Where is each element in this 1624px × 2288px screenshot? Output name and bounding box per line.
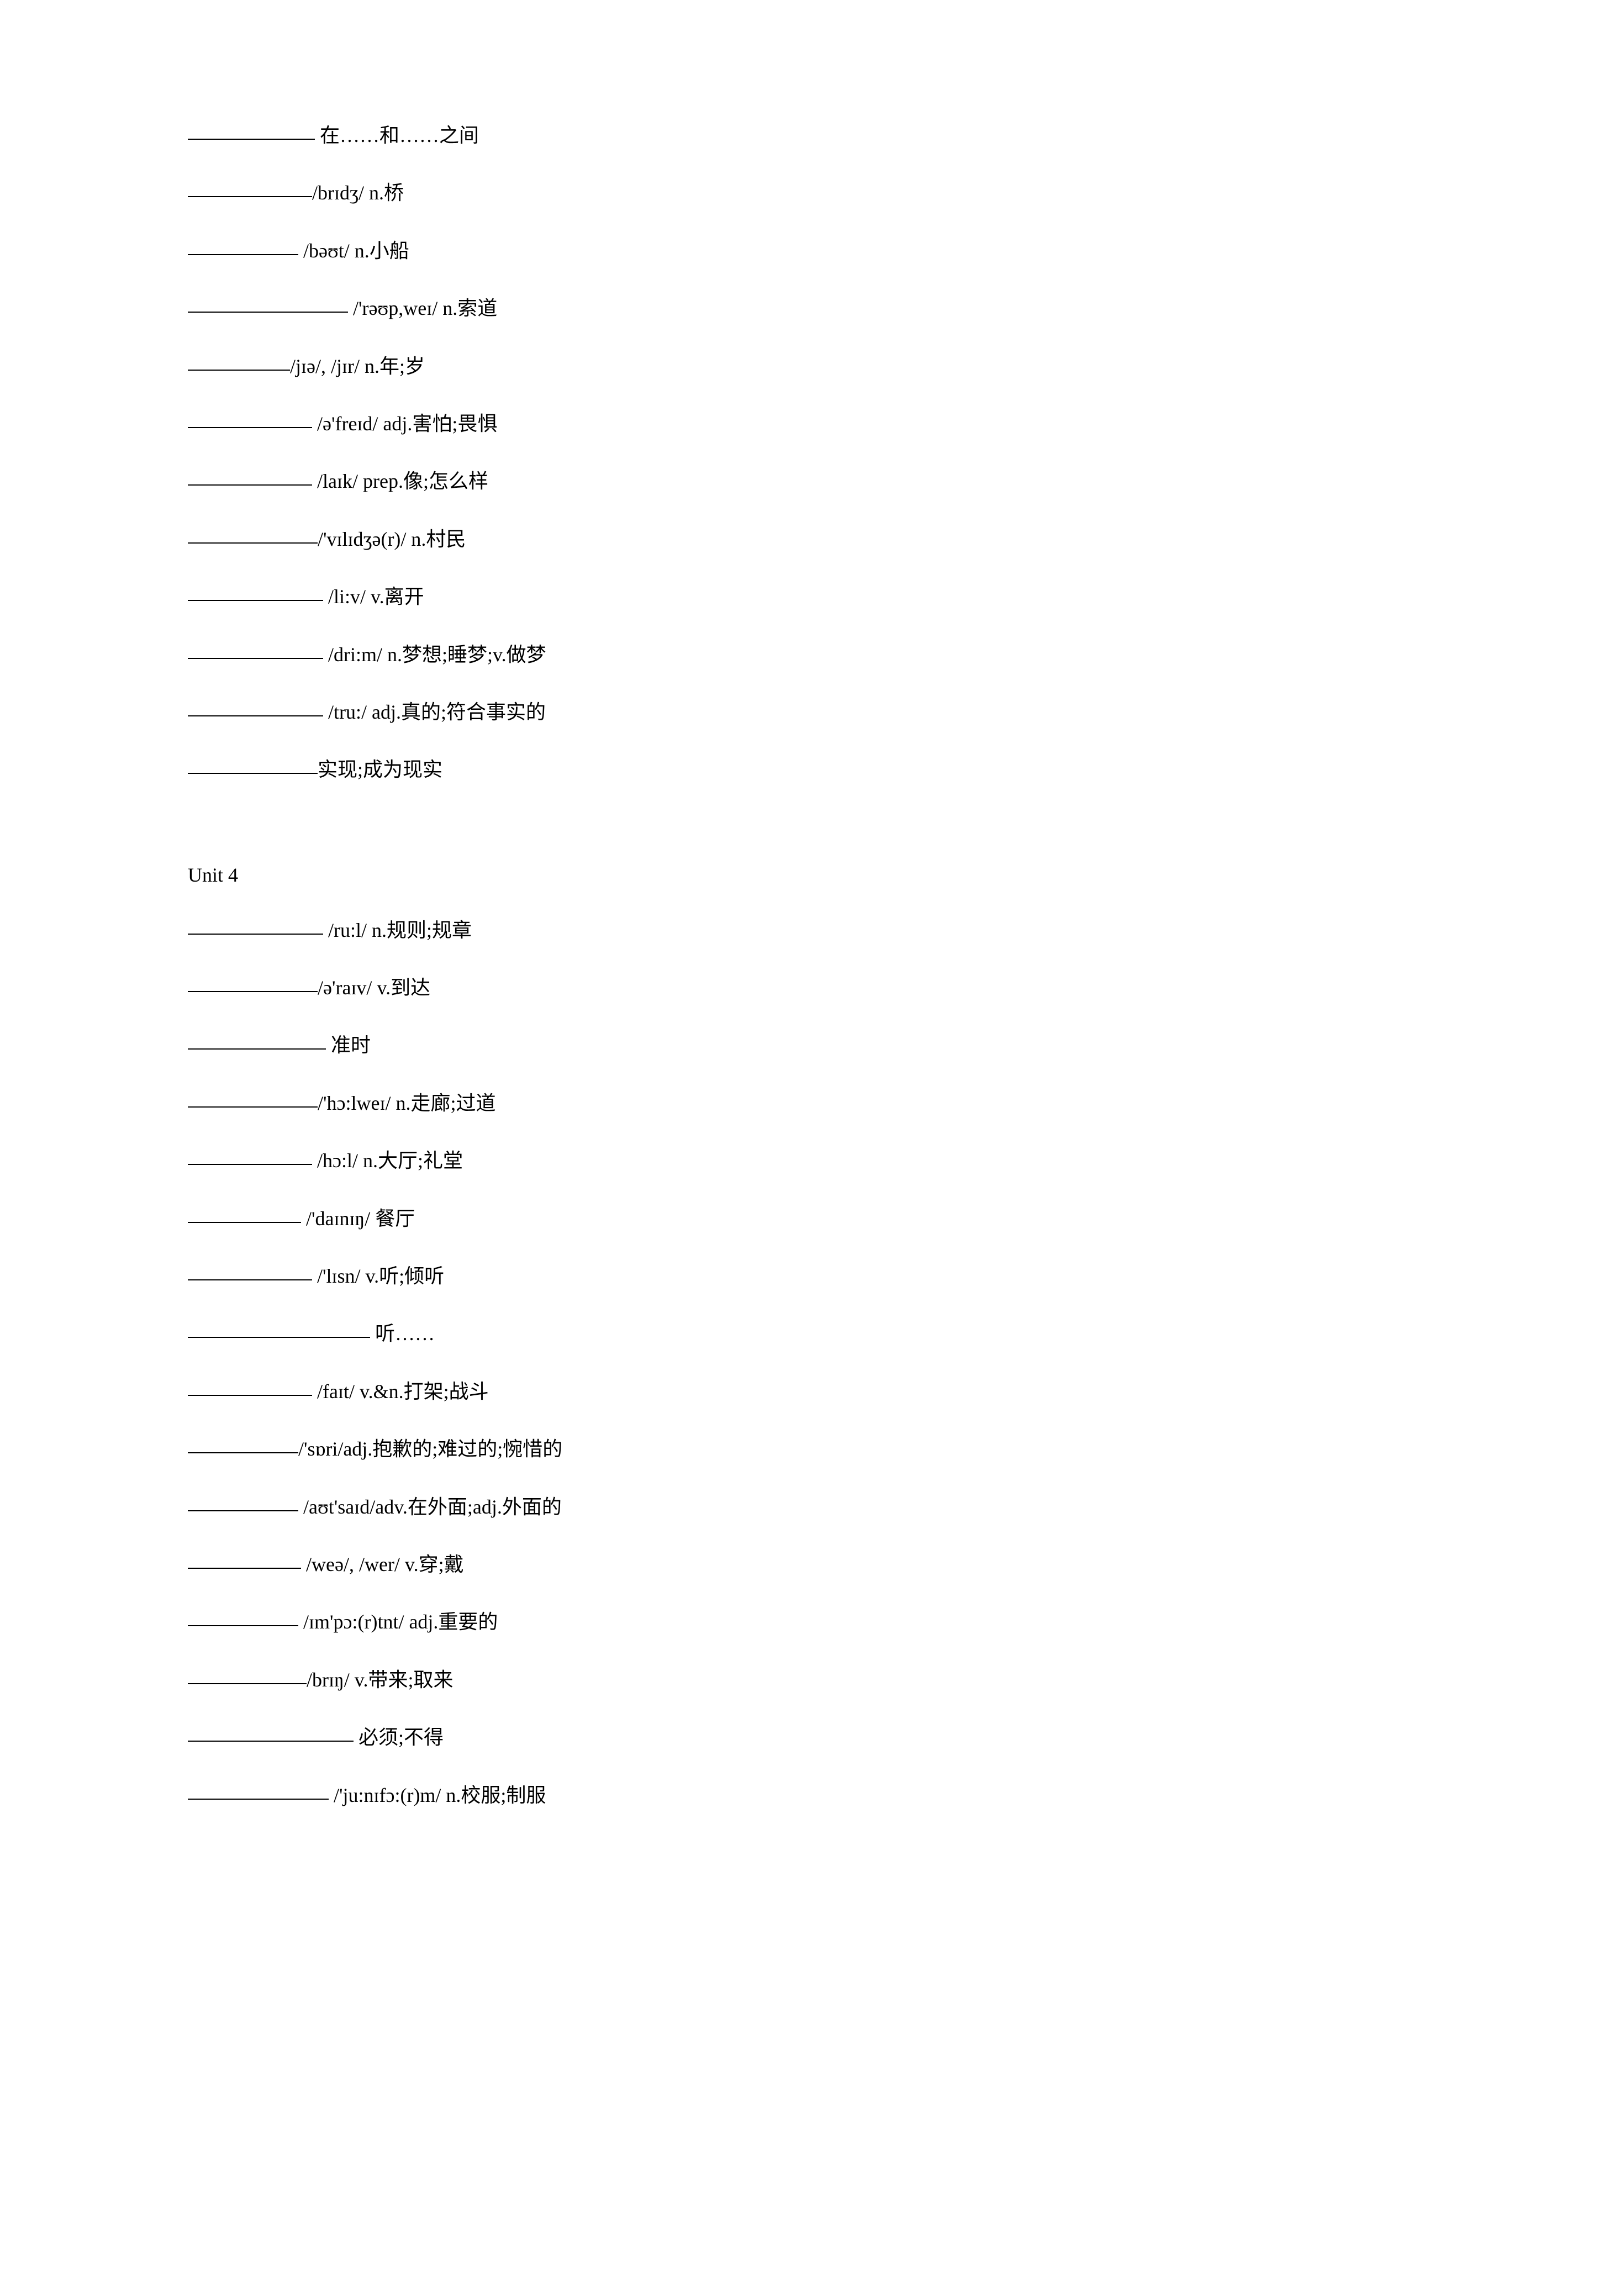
fill-blank: [188, 1722, 354, 1742]
fill-blank: [188, 408, 312, 428]
vocab-entry: /'rəʊp,weɪ/ n.索道: [188, 294, 1436, 322]
fill-blank: [188, 1549, 301, 1569]
unit-heading: Unit 4: [188, 863, 1436, 887]
vocab-entry: 在……和……之间: [188, 122, 1436, 149]
fill-blank: [188, 1261, 312, 1280]
entry-text: 听……: [370, 1322, 435, 1345]
fill-blank: [188, 1145, 312, 1165]
vocab-entry: /'daɪnɪŋ/ 餐厅: [188, 1205, 1436, 1232]
fill-blank: [188, 581, 323, 601]
vocab-entry: /ə'raɪv/ v.到达: [188, 974, 1436, 1001]
entry-text: 实现;成为现实: [318, 758, 442, 781]
entry-text: /ə'raɪv/ v.到达: [318, 977, 430, 999]
fill-blank: [188, 1318, 370, 1338]
entry-text: /tru:/ adj.真的;符合事实的: [323, 701, 546, 723]
entry-text: /brɪdʒ/ n.桥: [312, 182, 404, 204]
vocab-entry: /ru:l/ n.规则;规章: [188, 916, 1436, 944]
entry-text: /weə/, /wer/ v.穿;戴: [301, 1553, 464, 1575]
fill-blank: [188, 1491, 298, 1511]
entry-text: /'sɒri/adj.抱歉的;难过的;惋惜的: [298, 1438, 562, 1460]
fill-blank: [188, 697, 323, 716]
fill-blank: [188, 1780, 329, 1800]
vocab-entry: /dri:m/ n.梦想;睡梦;v.做梦: [188, 641, 1436, 668]
fill-blank: [188, 1606, 298, 1626]
entry-text: 准时: [326, 1034, 371, 1056]
vocab-entry: /'lɪsn/ v.听;倾听: [188, 1262, 1436, 1290]
entry-text: /'hɔ:lweɪ/ n.走廊;过道: [318, 1092, 495, 1114]
vocab-entry: /'vɪlɪdʒə(r)/ n.村民: [188, 525, 1436, 553]
entry-text: /'daɪnɪŋ/ 餐厅: [301, 1208, 415, 1230]
fill-blank: [188, 915, 323, 935]
vocab-entry: /'hɔ:lweɪ/ n.走廊;过道: [188, 1089, 1436, 1117]
fill-blank: [188, 1664, 307, 1684]
vocab-entry: /brɪŋ/ v.带来;取来: [188, 1666, 1436, 1694]
entry-text: /hɔ:l/ n.大厅;礼堂: [312, 1150, 463, 1172]
entry-text: /dri:m/ n.梦想;睡梦;v.做梦: [323, 644, 546, 666]
vocab-entry: /ə'freɪd/ adj.害怕;畏惧: [188, 410, 1436, 437]
vocab-entry: /laɪk/ prep.像;怎么样: [188, 467, 1436, 495]
entry-text: /'ju:nɪfɔ:(r)m/ n.校服;制服: [329, 1784, 546, 1806]
fill-blank: [188, 1203, 301, 1223]
entry-text: /ə'freɪd/ adj.害怕;畏惧: [312, 413, 497, 435]
vocab-entry: /aʊt'saɪd/adv.在外面;adj.外面的: [188, 1493, 1436, 1521]
vocab-entry: /'ju:nɪfɔ:(r)m/ n.校服;制服: [188, 1781, 1436, 1809]
entry-text: /faɪt/ v.&n.打架;战斗: [312, 1380, 489, 1403]
vocabulary-section-1: 在……和……之间 /brɪdʒ/ n.桥 /bəʊt/ n.小船 /'rəʊp,…: [188, 122, 1436, 784]
vocab-entry: /faɪt/ v.&n.打架;战斗: [188, 1378, 1436, 1405]
fill-blank: [188, 972, 318, 992]
entry-text: /'vɪlɪdʒə(r)/ n.村民: [318, 528, 466, 550]
entry-text: /ru:l/ n.规则;规章: [323, 919, 472, 941]
vocab-entry: /tru:/ adj.真的;符合事实的: [188, 698, 1436, 726]
vocab-entry: /brɪdʒ/ n.桥: [188, 179, 1436, 207]
fill-blank: [188, 1376, 312, 1396]
fill-blank: [188, 754, 318, 774]
vocab-entry: 听……: [188, 1320, 1436, 1347]
fill-blank: [188, 466, 312, 486]
entry-text: /bəʊt/ n.小船: [298, 240, 409, 262]
entry-text: /'rəʊp,weɪ/ n.索道: [348, 297, 497, 319]
vocab-entry: 实现;成为现实: [188, 756, 1436, 783]
vocab-entry: 必须;不得: [188, 1723, 1436, 1751]
entry-text: 在……和……之间: [315, 124, 479, 146]
vocab-entry: /weə/, /wer/ v.穿;戴: [188, 1551, 1436, 1578]
vocab-entry: 准时: [188, 1031, 1436, 1059]
entry-text: /li:v/ v.离开: [323, 586, 424, 608]
entry-text: /jɪə/, /jɪr/ n.年;岁: [290, 355, 425, 377]
vocab-entry: /hɔ:l/ n.大厅;礼堂: [188, 1147, 1436, 1174]
fill-blank: [188, 1088, 318, 1108]
entry-text: /aʊt'saɪd/adv.在外面;adj.外面的: [298, 1496, 562, 1518]
fill-blank: [188, 524, 318, 544]
vocab-entry: /li:v/ v.离开: [188, 583, 1436, 610]
fill-blank: [188, 639, 323, 659]
fill-blank: [188, 1433, 298, 1453]
entry-text: /'lɪsn/ v.听;倾听: [312, 1265, 444, 1287]
vocabulary-section-2: /ru:l/ n.规则;规章 /ə'raɪv/ v.到达 准时 /'hɔ:lwe…: [188, 916, 1436, 1809]
entry-text: /brɪŋ/ v.带来;取来: [307, 1669, 453, 1691]
entry-text: /ɪm'pɔ:(r)tnt/ adj.重要的: [298, 1611, 498, 1633]
entry-text: /laɪk/ prep.像;怎么样: [312, 470, 488, 492]
fill-blank: [188, 177, 312, 197]
vocab-entry: /ɪm'pɔ:(r)tnt/ adj.重要的: [188, 1608, 1436, 1636]
vocab-entry: /'sɒri/adj.抱歉的;难过的;惋惜的: [188, 1435, 1436, 1463]
fill-blank: [188, 351, 290, 371]
vocab-entry: /jɪə/, /jɪr/ n.年;岁: [188, 352, 1436, 380]
section-gap: [188, 814, 1436, 836]
entry-text: 必须;不得: [354, 1726, 444, 1748]
fill-blank: [188, 235, 298, 255]
fill-blank: [188, 293, 348, 313]
fill-blank: [188, 120, 315, 140]
fill-blank: [188, 1030, 326, 1050]
vocab-entry: /bəʊt/ n.小船: [188, 237, 1436, 265]
